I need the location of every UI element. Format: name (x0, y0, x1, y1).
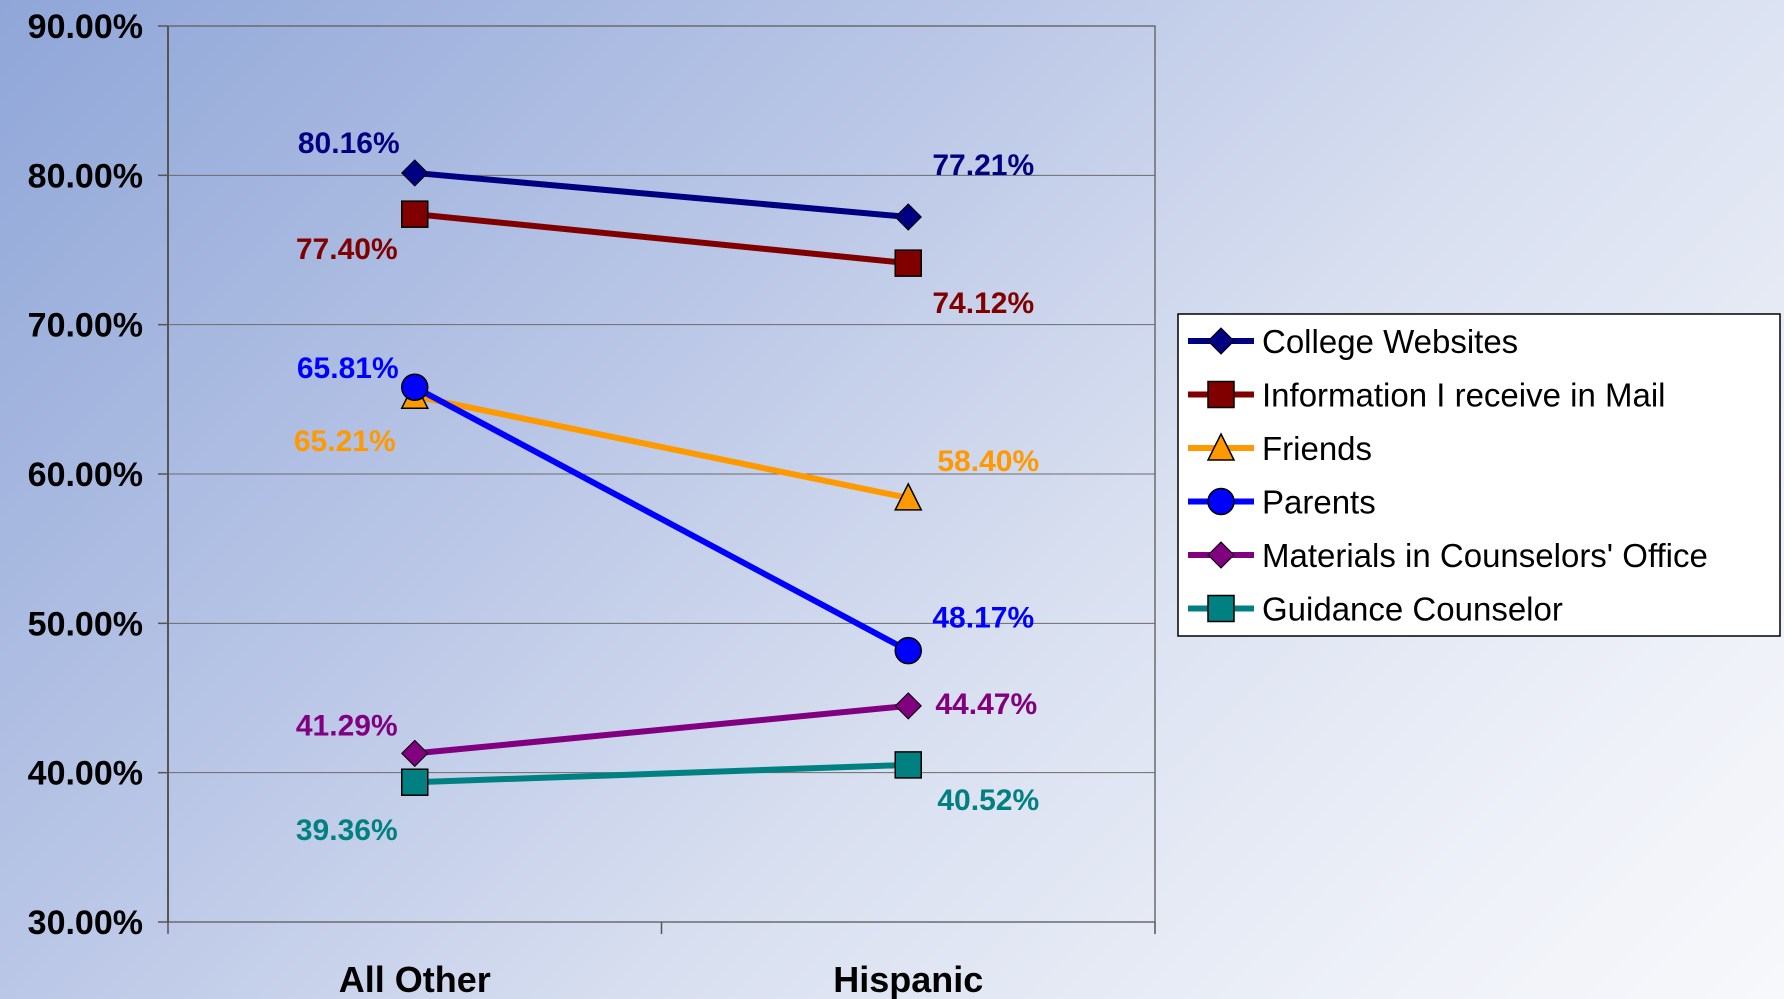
data-label: 65.81% (297, 352, 399, 385)
data-point-marker (894, 636, 922, 665)
legend-item-label: Materials in Counselors' Office (1262, 537, 1708, 574)
data-point-marker (894, 203, 922, 231)
data-label: 44.47% (935, 688, 1037, 721)
y-tick-label: 90.00% (28, 8, 143, 46)
series-line-5 (414, 761, 909, 786)
x-category-label: Hispanic (833, 959, 983, 999)
legend-item-label: Parents (1262, 484, 1376, 521)
series-line-4 (414, 702, 909, 757)
series-line-2 (414, 393, 909, 501)
series-lines (400, 159, 923, 796)
x-category-label: All Other (339, 959, 491, 999)
data-point-marker (894, 692, 922, 720)
data-label: 65.21% (294, 425, 396, 458)
data-point-marker (401, 159, 429, 187)
y-tick-label: 70.00% (28, 307, 143, 345)
legend-box (1177, 313, 1781, 637)
data-label: 77.21% (932, 149, 1034, 182)
data-labels: 80.16% 77.21% 77.40% 74.12% 65.21% 58.40% 65.8… (294, 127, 1039, 847)
data-label: 48.17% (932, 602, 1034, 635)
legend-swatch-marker (1207, 487, 1235, 516)
data-label: 80.16% (298, 127, 400, 160)
y-tick-label: 80.00% (28, 157, 143, 195)
data-point-marker (894, 482, 923, 511)
y-tick-label: 30.00% (28, 904, 143, 942)
legend-swatch-marker (1207, 327, 1235, 355)
axes (167, 25, 1156, 934)
series-line-3 (413, 384, 910, 654)
data-point-marker (401, 373, 429, 401)
y-tick-label: 50.00% (28, 605, 143, 643)
legend-swatch-marker (1207, 380, 1235, 409)
data-point-marker (894, 249, 922, 277)
legend-item-label: Guidance Counselor (1262, 591, 1563, 628)
y-axis-tick-labels: 30.00% 40.00% 50.00% 60.00% 70.00% 80.00% 90.0… (28, 8, 143, 942)
y-tick-label: 40.00% (28, 755, 143, 793)
series-line-0 (414, 169, 909, 220)
data-point-marker (401, 739, 429, 768)
data-label: 41.29% (296, 709, 398, 742)
data-label: 58.40% (937, 445, 1039, 478)
series-line-1 (414, 211, 909, 267)
legend-swatch-marker (1207, 541, 1235, 569)
legend-swatch-marker (1207, 594, 1235, 623)
data-label: 40.52% (937, 784, 1039, 817)
data-label: 39.36% (296, 814, 398, 847)
data-label: 77.40% (296, 233, 398, 266)
legend-item-label: Friends (1262, 430, 1372, 467)
data-point-marker (401, 768, 429, 796)
x-axis-category-labels: All Other Hispanic (339, 959, 984, 999)
data-point-marker (894, 751, 922, 779)
data-point-marker (401, 200, 429, 228)
legend: College Websites Information I receive in… (1177, 313, 1781, 637)
data-label: 74.12% (932, 287, 1034, 320)
legend-item-label: Information I receive in Mail (1262, 377, 1666, 414)
legend-swatch-marker (1206, 432, 1236, 461)
y-tick-label: 60.00% (28, 456, 143, 494)
legend-item-label: College Websites (1262, 323, 1518, 360)
